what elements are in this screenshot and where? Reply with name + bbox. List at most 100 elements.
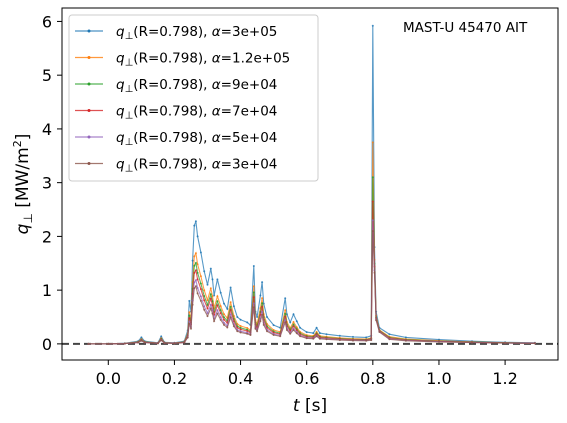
series-markers-3 bbox=[87, 176, 536, 345]
series-2-point-43 bbox=[284, 309, 287, 312]
series-6-point-11 bbox=[186, 336, 189, 339]
series-4-point-16 bbox=[194, 269, 197, 272]
legend-marker bbox=[87, 56, 91, 59]
series-1-point-14 bbox=[191, 259, 194, 262]
y-axis-label-symbol: q bbox=[13, 223, 33, 234]
series-3-point-19 bbox=[203, 295, 206, 297]
series-2-point-15 bbox=[193, 255, 196, 258]
series-4-point-24 bbox=[216, 304, 219, 307]
series-6-point-21 bbox=[209, 307, 212, 310]
series-1-point-37 bbox=[259, 294, 262, 297]
series-line-3 bbox=[88, 177, 535, 345]
series-3-point-43 bbox=[284, 312, 287, 315]
series-6-point-32 bbox=[246, 332, 249, 335]
series-6-point-56 bbox=[365, 339, 368, 342]
x-axis-label: t [s] bbox=[293, 396, 327, 416]
legend-marker bbox=[87, 135, 91, 139]
series-6-point-62 bbox=[388, 338, 391, 341]
series-6-point-49 bbox=[305, 337, 308, 340]
legend-box bbox=[68, 14, 319, 182]
series-6-point-66 bbox=[504, 342, 507, 345]
series-markers-6 bbox=[87, 230, 536, 345]
series-6-point-42 bbox=[279, 335, 282, 338]
series-1-point-28 bbox=[229, 286, 232, 289]
series-6-point-6 bbox=[156, 342, 159, 345]
series-1-point-47 bbox=[295, 320, 298, 323]
y-tick-label: 0 bbox=[42, 335, 52, 354]
series-1-point-48 bbox=[299, 326, 302, 329]
series-3-point-31 bbox=[239, 326, 242, 329]
series-5-point-43 bbox=[284, 319, 287, 322]
series-5-point-18 bbox=[199, 295, 202, 298]
series-2-point-26 bbox=[223, 313, 225, 316]
x-tick-label: 0.0 bbox=[96, 369, 121, 388]
series-1-point-30 bbox=[236, 316, 239, 318]
series-5-point-15 bbox=[193, 281, 196, 284]
series-6-point-40 bbox=[266, 330, 268, 333]
series-4-point-21 bbox=[209, 297, 212, 300]
series-6-point-25 bbox=[219, 318, 222, 321]
series-4-point-28 bbox=[229, 309, 232, 311]
series-1-point-26 bbox=[223, 302, 225, 305]
shot-annotation: MAST-U 45470 AIT bbox=[403, 20, 528, 36]
y-tick-label: 1 bbox=[42, 281, 52, 300]
series-4-point-17 bbox=[196, 278, 199, 281]
series-3-point-16 bbox=[194, 262, 197, 264]
series-5-point-21 bbox=[209, 303, 212, 306]
series-1-point-18 bbox=[199, 251, 202, 254]
y-axis-label: q⊥ [MW/m2] bbox=[11, 134, 35, 235]
series-6-point-9 bbox=[173, 342, 176, 345]
legend-item-2: q⊥(R=0.798), α=1.2e+05 bbox=[75, 51, 290, 69]
series-4-point-58 bbox=[371, 200, 374, 203]
legend-marker bbox=[87, 109, 91, 112]
series-2-point-25 bbox=[219, 305, 222, 308]
series-6-point-59 bbox=[373, 271, 376, 274]
y-tick-label: 6 bbox=[42, 12, 52, 31]
series-4-point-32 bbox=[246, 330, 249, 332]
legend-label: q⊥(R=0.798), α=3e+05 bbox=[116, 24, 277, 42]
series-5-point-58 bbox=[371, 219, 374, 222]
series-6-point-44 bbox=[285, 329, 288, 331]
series-6-point-7 bbox=[160, 339, 163, 342]
y-tick-label: 3 bbox=[42, 174, 52, 193]
legend-marker bbox=[87, 29, 91, 33]
y-tick-label: 2 bbox=[42, 227, 52, 246]
y-axis-ticks: 0 1 2 3 4 5 6 bbox=[42, 12, 62, 354]
legend-item-1: q⊥(R=0.798), α=3e+05 bbox=[75, 24, 277, 42]
series-1-point-12 bbox=[188, 299, 191, 302]
series-5-point-12 bbox=[188, 320, 191, 323]
series-6-point-10 bbox=[183, 341, 186, 344]
x-axis-label-unit: [s] bbox=[300, 396, 328, 416]
legend-label: q⊥(R=0.798), α=1.2e+05 bbox=[116, 51, 290, 69]
series-1-point-22 bbox=[211, 278, 214, 281]
series-4-point-15 bbox=[193, 271, 196, 274]
y-tick-label: 5 bbox=[42, 66, 52, 85]
series-1-point-50 bbox=[312, 332, 315, 335]
series-2-point-24 bbox=[216, 295, 219, 298]
series-6-point-63 bbox=[404, 339, 407, 342]
legend: q⊥(R=0.798), α=3e+05 q⊥(R=0.798), α=1.2e+… bbox=[68, 14, 319, 182]
series-1-point-54 bbox=[338, 334, 341, 337]
series-3-point-21 bbox=[209, 293, 212, 296]
legend-label: q⊥(R=0.798), α=3e+04 bbox=[116, 157, 277, 175]
series-6-point-55 bbox=[352, 339, 354, 342]
series-6-point-47 bbox=[295, 332, 298, 335]
series-3-point-15 bbox=[193, 264, 196, 267]
series-2-point-12 bbox=[188, 311, 191, 314]
series-6-point-28 bbox=[229, 316, 232, 319]
series-6-point-1 bbox=[107, 342, 110, 345]
series-2-point-28 bbox=[229, 301, 232, 304]
series-6-point-37 bbox=[259, 320, 262, 323]
series-6-point-58 bbox=[371, 230, 374, 232]
series-6-point-31 bbox=[239, 331, 242, 334]
series-6-point-65 bbox=[471, 341, 473, 344]
plot-frame bbox=[61, 7, 559, 361]
series-1-point-31 bbox=[239, 318, 242, 321]
series-4-point-46 bbox=[292, 325, 295, 328]
series-5-point-34 bbox=[252, 302, 255, 305]
series-1-point-49 bbox=[305, 331, 308, 334]
series-1-point-21 bbox=[209, 267, 212, 270]
series-1-point-27 bbox=[226, 307, 229, 310]
series-4-point-26 bbox=[223, 318, 225, 321]
